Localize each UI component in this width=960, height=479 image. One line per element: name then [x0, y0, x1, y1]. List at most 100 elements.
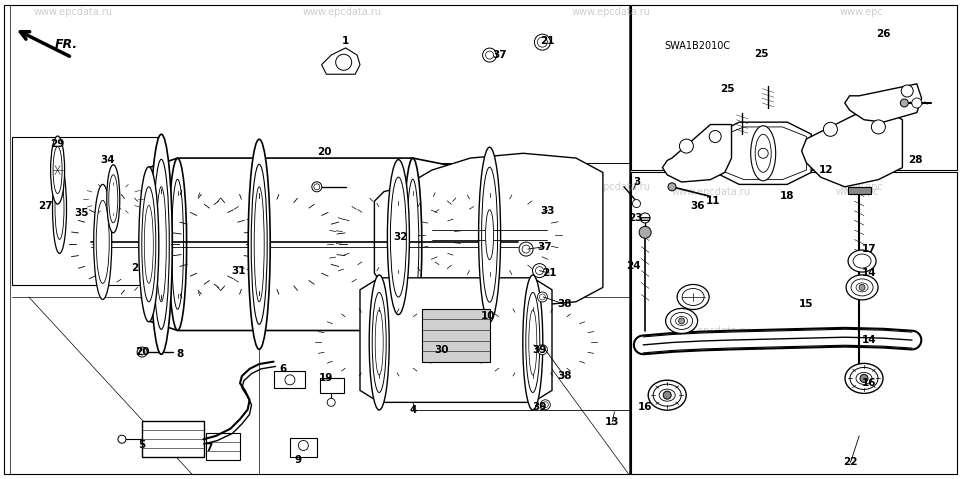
Ellipse shape: [108, 175, 118, 223]
Text: 16: 16: [637, 402, 653, 412]
Ellipse shape: [856, 283, 868, 292]
Text: 21: 21: [541, 268, 557, 278]
Ellipse shape: [653, 384, 682, 406]
Text: 20: 20: [134, 347, 150, 357]
Circle shape: [327, 399, 335, 406]
Ellipse shape: [151, 134, 172, 354]
Ellipse shape: [154, 160, 169, 329]
Ellipse shape: [53, 147, 62, 194]
Text: 39: 39: [533, 402, 546, 412]
Polygon shape: [374, 153, 603, 307]
Text: 22: 22: [843, 457, 858, 467]
Ellipse shape: [144, 205, 154, 283]
Ellipse shape: [254, 187, 264, 302]
Circle shape: [663, 391, 671, 399]
Text: 9: 9: [294, 455, 301, 465]
Circle shape: [285, 375, 295, 385]
Text: 4: 4: [409, 405, 417, 414]
Circle shape: [679, 318, 684, 324]
Polygon shape: [848, 187, 871, 194]
Ellipse shape: [139, 167, 158, 322]
Text: 38: 38: [557, 299, 572, 309]
Text: www.epcdata.ru: www.epcdata.ru: [672, 187, 751, 197]
Text: 2: 2: [131, 263, 138, 273]
Ellipse shape: [665, 308, 698, 333]
Text: 5: 5: [138, 441, 146, 450]
Ellipse shape: [482, 167, 497, 302]
Circle shape: [519, 242, 533, 256]
Circle shape: [312, 182, 322, 192]
Polygon shape: [631, 172, 957, 474]
Text: 36: 36: [690, 201, 706, 211]
Text: www.epcdata.ru: www.epcdata.ru: [34, 182, 112, 192]
Text: 11: 11: [706, 196, 721, 206]
Ellipse shape: [249, 139, 270, 349]
Text: www.epcdata.ru: www.epcdata.ru: [571, 7, 650, 17]
Circle shape: [118, 435, 126, 443]
Circle shape: [538, 345, 547, 354]
Text: 12: 12: [818, 165, 833, 175]
Text: www.epcdata.ru: www.epcdata.ru: [302, 7, 381, 17]
Text: 15: 15: [799, 299, 814, 309]
Ellipse shape: [53, 163, 66, 253]
Text: 28: 28: [908, 156, 924, 165]
Ellipse shape: [852, 279, 873, 296]
Text: www.epcdata.ru: www.epcdata.ru: [302, 182, 381, 192]
Ellipse shape: [850, 367, 878, 389]
Text: www.epcdata.ru: www.epcdata.ru: [34, 7, 112, 17]
Ellipse shape: [172, 179, 183, 309]
Polygon shape: [641, 217, 649, 220]
Circle shape: [542, 402, 548, 408]
Ellipse shape: [107, 165, 120, 233]
Ellipse shape: [756, 134, 771, 172]
Polygon shape: [274, 371, 305, 388]
Text: www.epc: www.epc: [840, 7, 884, 17]
Text: 35: 35: [74, 208, 89, 218]
Text: www.epcdata.ru: www.epcdata.ru: [672, 326, 751, 336]
Polygon shape: [322, 48, 360, 74]
Circle shape: [680, 139, 693, 153]
Circle shape: [900, 99, 908, 107]
Circle shape: [824, 122, 837, 137]
Circle shape: [540, 400, 550, 410]
Ellipse shape: [853, 254, 871, 268]
Ellipse shape: [391, 177, 406, 297]
Text: 27: 27: [37, 201, 53, 211]
Text: 30: 30: [434, 345, 449, 354]
Polygon shape: [12, 137, 158, 285]
Polygon shape: [845, 84, 922, 122]
Polygon shape: [802, 108, 902, 187]
Ellipse shape: [677, 285, 709, 309]
Circle shape: [860, 375, 868, 382]
Circle shape: [299, 441, 308, 450]
Text: 24: 24: [626, 261, 641, 271]
Ellipse shape: [845, 364, 883, 393]
Circle shape: [137, 347, 147, 357]
Ellipse shape: [676, 317, 687, 325]
Circle shape: [639, 226, 651, 239]
Ellipse shape: [372, 293, 386, 392]
Text: 21: 21: [540, 36, 555, 46]
Polygon shape: [320, 378, 344, 393]
Polygon shape: [4, 5, 630, 474]
Text: 20: 20: [317, 148, 332, 157]
Circle shape: [522, 245, 530, 253]
Circle shape: [535, 34, 550, 50]
Polygon shape: [290, 438, 317, 457]
Polygon shape: [715, 122, 811, 184]
Ellipse shape: [846, 275, 878, 300]
Text: www.epc: www.epc: [835, 187, 879, 197]
Polygon shape: [149, 158, 461, 331]
Ellipse shape: [407, 179, 419, 309]
Circle shape: [859, 285, 865, 290]
Circle shape: [486, 51, 493, 59]
Ellipse shape: [660, 389, 675, 401]
Text: 10: 10: [480, 311, 495, 321]
Text: 34: 34: [100, 156, 115, 165]
Ellipse shape: [156, 187, 166, 302]
Text: FR.: FR.: [55, 37, 78, 51]
Polygon shape: [662, 125, 732, 182]
Text: 14: 14: [861, 268, 876, 278]
Text: 37: 37: [492, 50, 507, 60]
Circle shape: [540, 347, 545, 353]
